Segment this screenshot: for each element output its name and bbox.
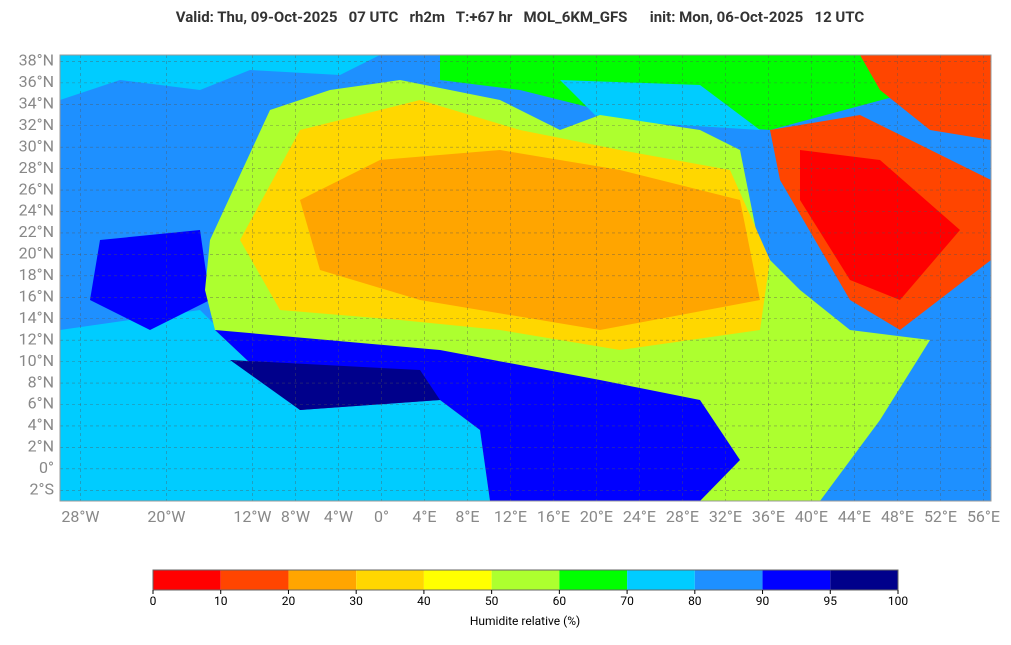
- x-tick-label: 8°W: [281, 507, 310, 526]
- colorbar-bin: [356, 570, 424, 590]
- colorbar-tick-label: 95: [824, 594, 838, 608]
- colorbar-tick-label: 90: [756, 594, 770, 608]
- europe: [440, 55, 991, 130]
- colorbar-tick-label: 0: [150, 594, 157, 608]
- colorbar-label: Humidite relative (%): [470, 614, 580, 628]
- very-wet: [230, 360, 440, 410]
- colorbar-bin: [559, 570, 628, 590]
- colorbar-tick-label: 10: [214, 594, 228, 608]
- x-tick-label: 8°E: [455, 507, 479, 526]
- colorbar-tick-label: 80: [688, 594, 702, 608]
- x-tick-label: 56°E: [967, 507, 1000, 526]
- colorbar-tick-label: 20: [282, 594, 296, 608]
- y-tick-label: 2°S: [30, 479, 54, 498]
- y-tick-label: 0°: [39, 458, 54, 477]
- ocean-gulf: [60, 310, 490, 501]
- colorbar-bin: [762, 570, 831, 590]
- chart-title: Valid: Thu, 09-Oct-2025 07 UTC rh2m T:+6…: [176, 8, 865, 26]
- y-tick-label: 36°N: [19, 72, 54, 91]
- y-tick-label: 28°N: [19, 158, 54, 177]
- colorbar-tick-label: 100: [888, 594, 908, 608]
- x-tick-label: 0°: [374, 507, 389, 526]
- x-tick-label: 20°W: [147, 507, 185, 526]
- colorbar-bin: [288, 570, 357, 590]
- y-tick-label: 14°N: [19, 308, 54, 327]
- map-frame: [59, 54, 992, 502]
- x-tick-label: 20°E: [580, 507, 613, 526]
- colorbar-frame: [152, 569, 899, 591]
- x-tick-label: 28°W: [61, 507, 99, 526]
- y-tick-label: 12°N: [19, 329, 54, 348]
- y-tick-label: 20°N: [19, 244, 54, 263]
- y-tick-label: 26°N: [19, 179, 54, 198]
- map: [60, 55, 991, 501]
- x-tick-label: 12°W: [233, 507, 271, 526]
- x-tick-label: 52°E: [924, 507, 957, 526]
- y-tick-label: 10°N: [19, 351, 54, 370]
- x-tick-label: 28°E: [666, 507, 699, 526]
- x-tick-label: 48°E: [881, 507, 914, 526]
- colorbar-tick-label: 70: [620, 594, 634, 608]
- colorbar-tick-label: 30: [349, 594, 363, 608]
- arabia-core: [800, 150, 960, 300]
- x-tick-label: 40°E: [795, 507, 828, 526]
- y-tick-label: 38°N: [19, 51, 54, 70]
- colorbar-bin: [423, 570, 492, 590]
- x-tick-label: 12°E: [494, 507, 527, 526]
- ocean-north: [60, 55, 380, 100]
- x-tick-label: 24°E: [623, 507, 656, 526]
- y-tick-label: 2°N: [28, 437, 54, 456]
- y-tick-label: 32°N: [19, 115, 54, 134]
- colorbar-bin: [627, 570, 695, 590]
- colorbar-bin: [220, 570, 289, 590]
- y-tick-label: 6°N: [28, 394, 54, 413]
- x-tick-label: 4°E: [412, 507, 436, 526]
- sahara-core: [300, 150, 760, 330]
- iran: [860, 55, 991, 140]
- ocean-wet: [90, 230, 210, 330]
- x-tick-label: 44°E: [838, 507, 871, 526]
- y-tick-label: 30°N: [19, 136, 54, 155]
- x-tick-label: 4°W: [324, 507, 353, 526]
- grid: [60, 55, 991, 501]
- colorbar-bin: [830, 570, 898, 590]
- y-tick-label: 18°N: [19, 265, 54, 284]
- colorbar-bin: [153, 570, 221, 590]
- x-tick-label: 16°E: [537, 507, 570, 526]
- x-tick-label: 32°E: [709, 507, 742, 526]
- colorbar-tick-label: 40: [417, 594, 431, 608]
- x-tick-label: 36°E: [752, 507, 785, 526]
- y-tick-label: 16°N: [19, 287, 54, 306]
- colorbar-bin: [694, 570, 763, 590]
- y-tick-label: 4°N: [28, 415, 54, 434]
- y-tick-label: 22°N: [19, 222, 54, 241]
- y-tick-label: 24°N: [19, 201, 54, 220]
- colorbar-tick-label: 60: [553, 594, 567, 608]
- colorbar-tick-label: 50: [485, 594, 499, 608]
- y-tick-label: 34°N: [19, 94, 54, 113]
- colorbar-bin: [491, 570, 560, 590]
- y-tick-label: 8°N: [28, 372, 54, 391]
